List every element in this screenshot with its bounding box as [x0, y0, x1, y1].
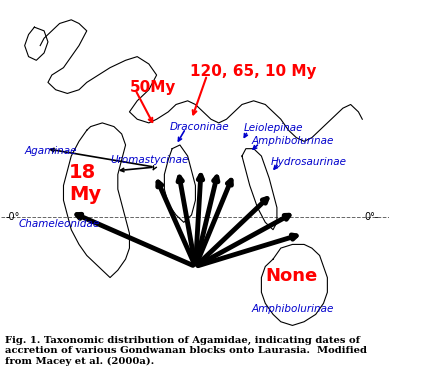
Text: Leiolepinae: Leiolepinae [244, 124, 303, 134]
Text: Chameleonidae: Chameleonidae [19, 219, 100, 229]
Text: None: None [265, 267, 317, 285]
Text: Agaminae: Agaminae [25, 145, 77, 155]
Text: Fig. 1. Taxonomic distribution of Agamidae, indicating dates of
accretion of var: Fig. 1. Taxonomic distribution of Agamid… [5, 336, 367, 366]
Text: Draconinae: Draconinae [170, 122, 230, 132]
Text: 50My: 50My [130, 81, 176, 95]
Text: -0°: -0° [5, 212, 20, 222]
Text: Uromastycinae: Uromastycinae [110, 155, 188, 165]
Text: 120, 65, 10 My: 120, 65, 10 My [190, 64, 316, 79]
Text: 18
My: 18 My [69, 163, 101, 204]
Text: 0°-: 0°- [364, 212, 379, 222]
Text: Amphibolurinae: Amphibolurinae [252, 136, 334, 146]
Text: Hydrosaurinae: Hydrosaurinae [271, 157, 347, 167]
Text: Amphibolurinae: Amphibolurinae [252, 304, 334, 314]
